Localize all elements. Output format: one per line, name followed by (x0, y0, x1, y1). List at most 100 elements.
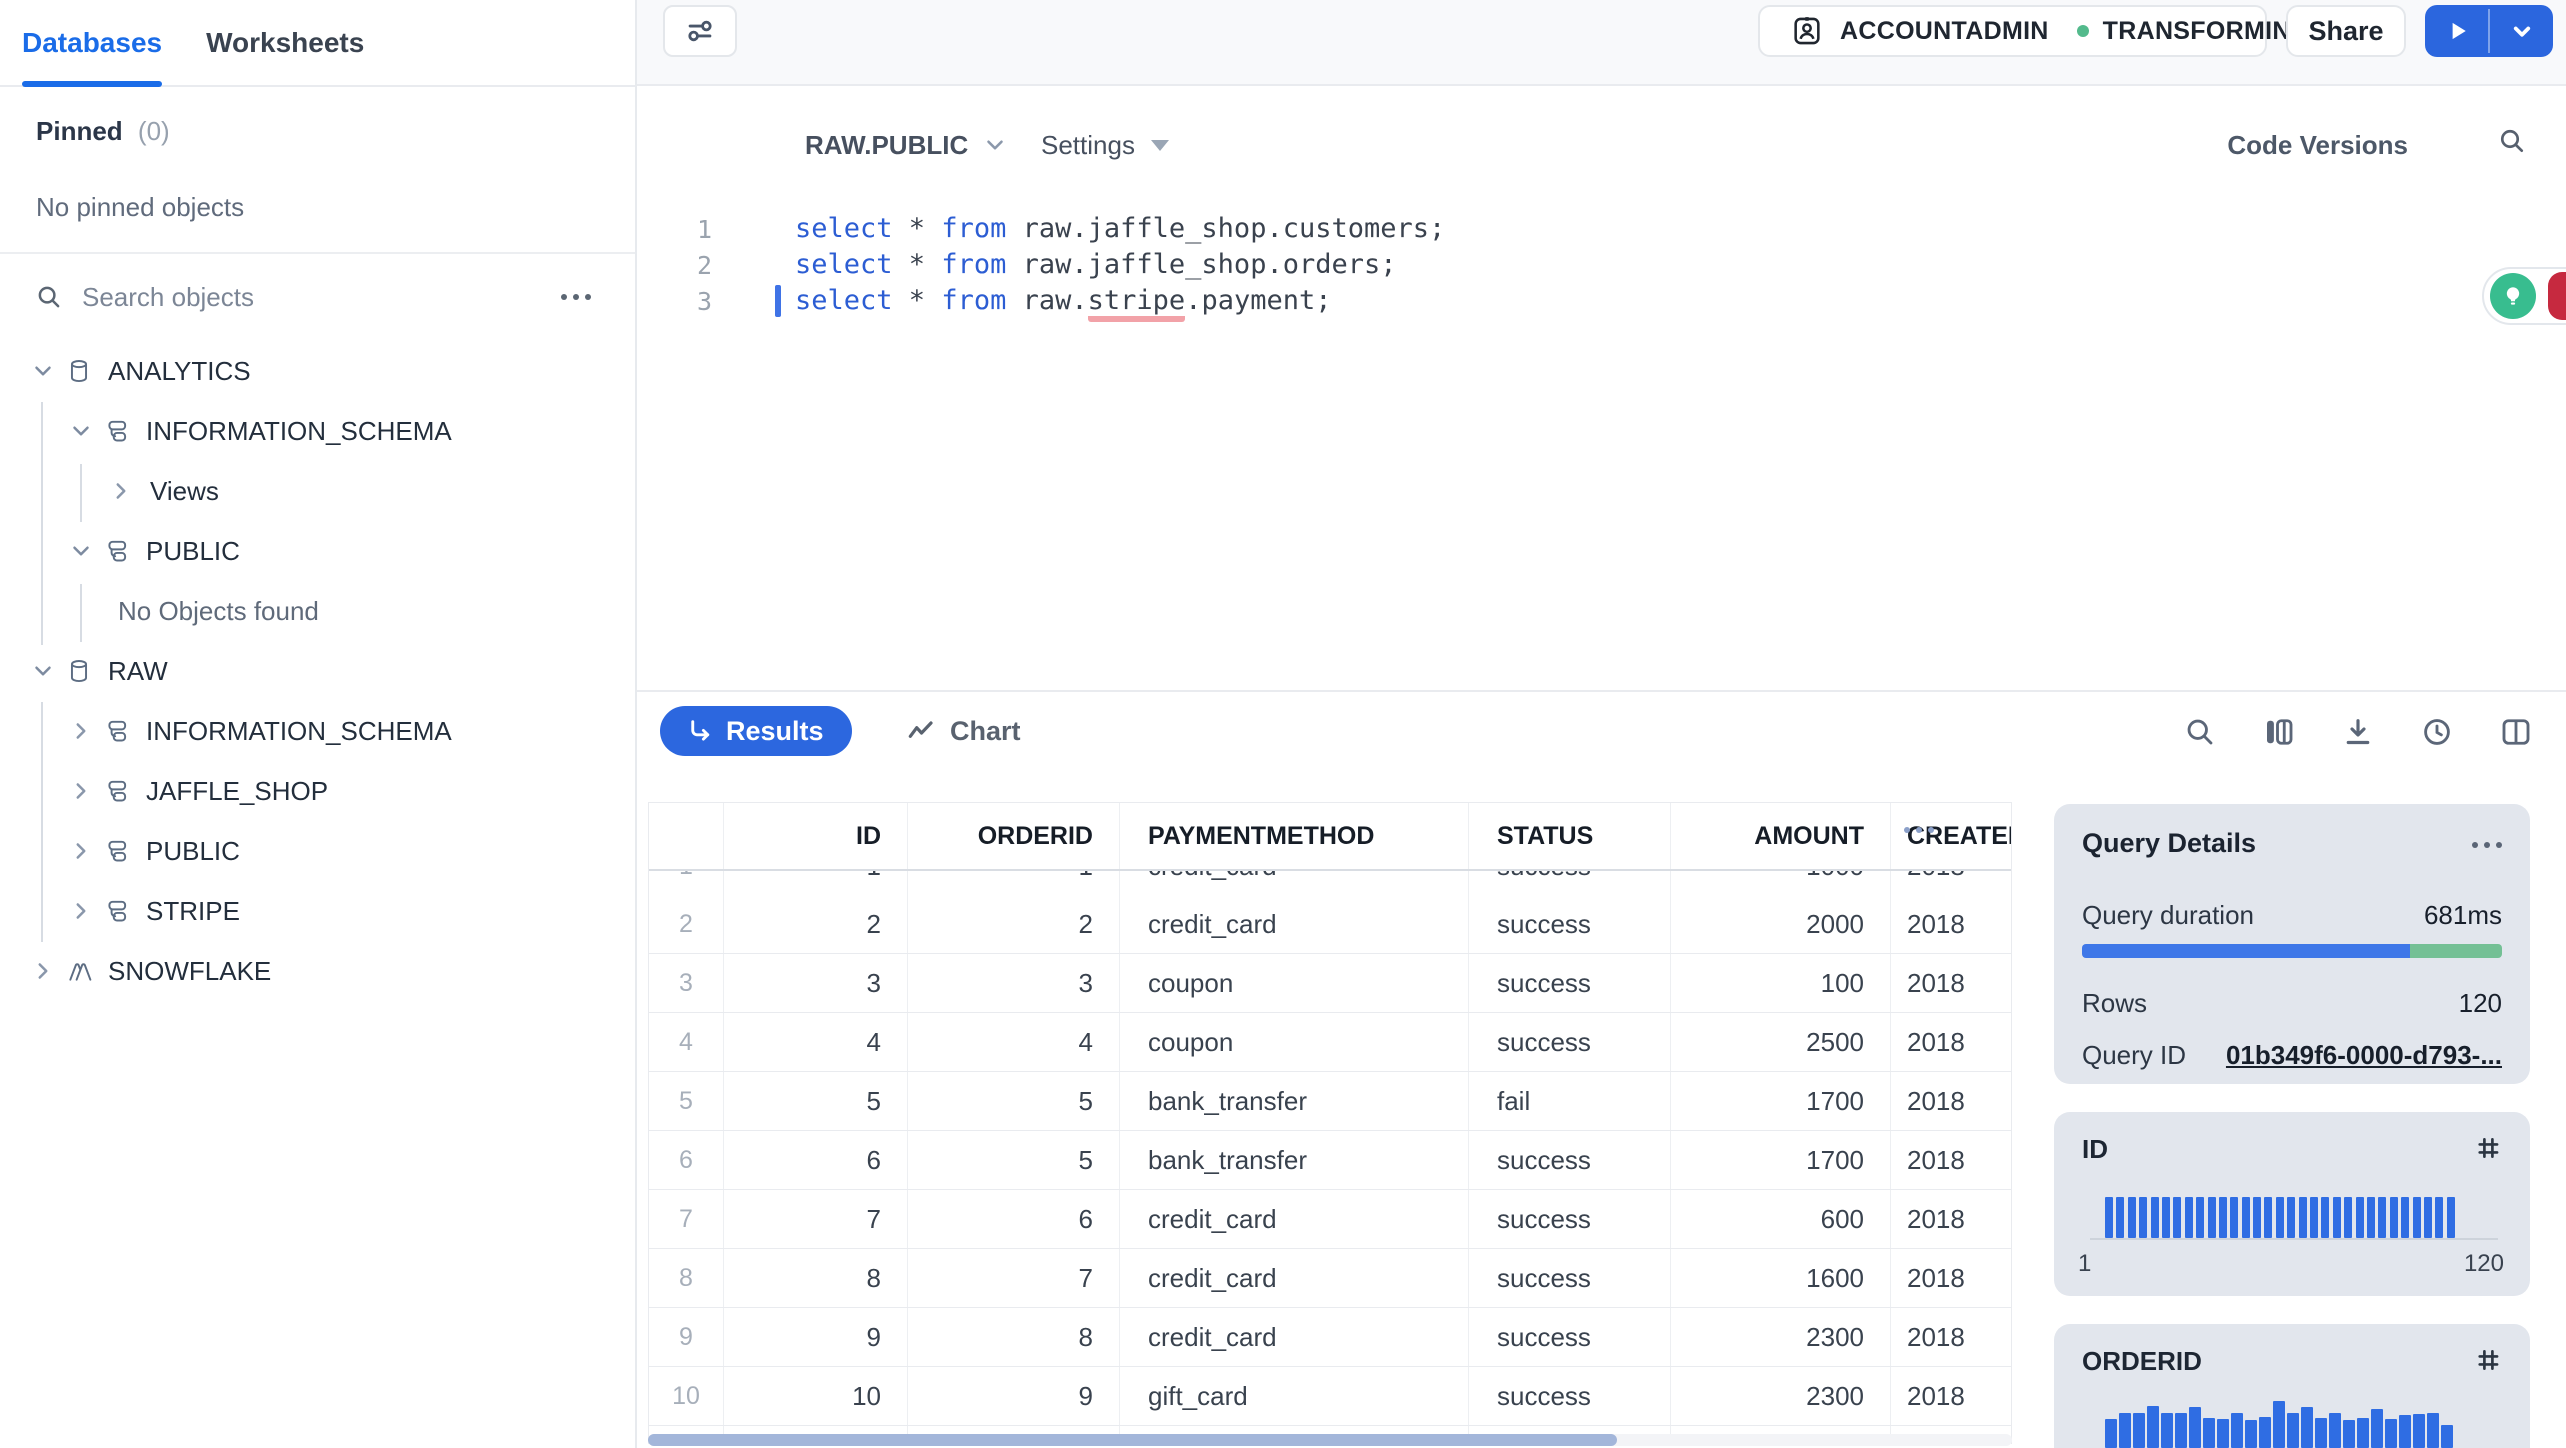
table-cell[interactable]: bank_transfer (1120, 1131, 1469, 1189)
table-cell[interactable]: 2018 (1891, 1249, 2011, 1307)
histogram-bar[interactable] (2357, 1418, 2369, 1448)
histogram-bar[interactable] (2401, 1197, 2410, 1238)
tree-item-views[interactable]: Views (0, 461, 635, 521)
row-number-cell[interactable]: 10 (649, 1367, 724, 1425)
histogram-bar[interactable] (2207, 1197, 2216, 1238)
histogram-bar[interactable] (2133, 1413, 2145, 1448)
histogram-bar[interactable] (2161, 1413, 2173, 1448)
table-cell[interactable]: success (1469, 1190, 1671, 1248)
table-cell[interactable]: coupon (1120, 954, 1469, 1012)
histogram-bar[interactable] (2105, 1419, 2117, 1448)
query-id-link[interactable]: 01b349f6-0000-d793-... (2225, 1040, 2502, 1070)
row-number-header[interactable] (649, 803, 724, 869)
table-row[interactable]: 9 9 8 credit_card success 2300 2018 (649, 1308, 2011, 1367)
filters-button[interactable] (663, 5, 737, 57)
table-cell[interactable]: coupon (1120, 1013, 1469, 1071)
split-panel-icon[interactable] (2498, 714, 2534, 750)
table-cell[interactable]: bank_transfer (1120, 1072, 1469, 1130)
histogram-bar[interactable] (2435, 1197, 2444, 1238)
chevron-right-icon[interactable] (68, 898, 94, 924)
histogram-bar[interactable] (2423, 1197, 2432, 1238)
table-cell[interactable]: 1000 (1671, 871, 1891, 895)
code-area[interactable]: 1 select * from raw.jaffle_shop.customers… (637, 211, 2566, 322)
table-cell[interactable]: 2 (724, 895, 908, 953)
histogram-bar[interactable] (2355, 1197, 2364, 1238)
table-cell[interactable]: 2000 (1671, 895, 1891, 953)
table-row[interactable]: 6 6 5 bank_transfer success 1700 2018 (649, 1131, 2011, 1190)
histogram-bar[interactable] (2366, 1197, 2375, 1238)
column-header-created[interactable]: CREATED (1891, 803, 2011, 869)
table-cell[interactable]: 10 (724, 1367, 908, 1425)
row-number-cell[interactable]: 6 (649, 1131, 724, 1189)
histogram-bar[interactable] (2189, 1407, 2201, 1448)
histogram-bar[interactable] (2116, 1197, 2125, 1238)
table-cell[interactable]: 8 (724, 1249, 908, 1307)
table-cell[interactable]: gift_card (1120, 1367, 1469, 1425)
histogram-bar[interactable] (2273, 1401, 2285, 1448)
table-cell[interactable]: success (1469, 1131, 1671, 1189)
table-row[interactable]: 2 2 2 credit_card success 2000 2018 (649, 895, 2011, 954)
histogram-bar[interactable] (2147, 1406, 2159, 1448)
table-cell[interactable]: 2500 (1671, 1013, 1891, 1071)
table-cell[interactable]: 2 (908, 895, 1120, 953)
column-header-orderid[interactable]: ORDERID (908, 803, 1120, 869)
tab-databases[interactable]: Databases (22, 0, 163, 87)
run-button[interactable] (2425, 5, 2488, 57)
histogram-bar[interactable] (2298, 1197, 2307, 1238)
chevron-down-icon[interactable] (68, 538, 94, 564)
histogram-bar[interactable] (2161, 1197, 2170, 1238)
search-input[interactable] (80, 280, 464, 314)
editor-search-icon[interactable] (2496, 125, 2528, 157)
histogram-bar[interactable] (2264, 1197, 2273, 1238)
histogram-bar[interactable] (2321, 1197, 2330, 1238)
table-row[interactable]: 111credit_cardsuccess10002018 (649, 871, 2011, 895)
table-cell[interactable]: 2018 (1891, 895, 2011, 953)
tree-item-raw[interactable]: RAW (0, 641, 635, 701)
row-number-cell[interactable]: 7 (649, 1190, 724, 1248)
table-cell[interactable]: credit_card (1120, 1308, 1469, 1366)
table-cell[interactable]: 2300 (1671, 1308, 1891, 1366)
table-row[interactable]: 8 8 7 credit_card success 1600 2018 (649, 1249, 2011, 1308)
histogram-bar[interactable] (2413, 1414, 2425, 1448)
context-selector-button[interactable]: ACCOUNTADMIN TRANSFORMING (1758, 5, 2310, 57)
sql-editor[interactable]: RAW.PUBLIC Settings Code Versions 1 selec… (637, 86, 2566, 690)
row-number-cell[interactable]: 4 (649, 1013, 724, 1071)
histogram-bar[interactable] (2184, 1197, 2193, 1238)
chevron-right-icon[interactable] (68, 838, 94, 864)
horizontal-scrollbar-thumb[interactable] (648, 1434, 1617, 1446)
tree-item-stripe[interactable]: STRIPE (0, 881, 635, 941)
histogram-bar[interactable] (2253, 1197, 2262, 1238)
table-cell[interactable]: 2018 (1891, 1013, 2011, 1071)
code-text[interactable]: select * from raw.stripe.payment; (795, 283, 1332, 322)
tree-item-public[interactable]: PUBLIC (0, 821, 635, 881)
table-row[interactable]: 7 7 6 credit_card success 600 2018 (649, 1190, 2011, 1249)
chevron-right-icon[interactable] (108, 478, 134, 504)
histogram-bar[interactable] (2259, 1417, 2271, 1448)
table-cell[interactable]: credit_card (1120, 871, 1469, 895)
histogram-bar[interactable] (2332, 1197, 2341, 1238)
table-cell[interactable]: success (1469, 895, 1671, 953)
histogram-bar[interactable] (2105, 1197, 2113, 1238)
code-line[interactable]: 2 select * from raw.jaffle_shop.orders; (637, 247, 2566, 283)
row-number-cell[interactable]: 9 (649, 1308, 724, 1366)
table-cell[interactable]: 6 (724, 1131, 908, 1189)
editor-context-dropdown[interactable]: RAW.PUBLIC (805, 119, 1008, 171)
table-cell[interactable]: credit_card (1120, 1249, 1469, 1307)
chevron-down-icon[interactable] (30, 658, 56, 684)
column-header-paymentmethod[interactable]: PAYMENTMETHOD (1120, 803, 1469, 869)
table-cell[interactable]: fail (1469, 1072, 1671, 1130)
table-cell[interactable]: 100 (1671, 954, 1891, 1012)
tree-item-snowflake[interactable]: SNOWFLAKE (0, 941, 635, 1001)
histogram-bar[interactable] (2127, 1197, 2136, 1238)
histogram-bar[interactable] (2371, 1409, 2383, 1448)
histogram-bar[interactable] (2139, 1197, 2148, 1238)
chevron-right-icon[interactable] (68, 778, 94, 804)
chevron-down-icon[interactable] (30, 358, 56, 384)
table-row[interactable]: 5 5 5 bank_transfer fail 1700 2018 (649, 1072, 2011, 1131)
histogram-bar[interactable] (2119, 1413, 2131, 1448)
row-number-cell[interactable]: 8 (649, 1249, 724, 1307)
search-results-icon[interactable] (2182, 714, 2218, 750)
histogram-bar[interactable] (2287, 1413, 2299, 1448)
histogram-bar[interactable] (2173, 1197, 2182, 1238)
histogram-bar[interactable] (2399, 1415, 2411, 1448)
